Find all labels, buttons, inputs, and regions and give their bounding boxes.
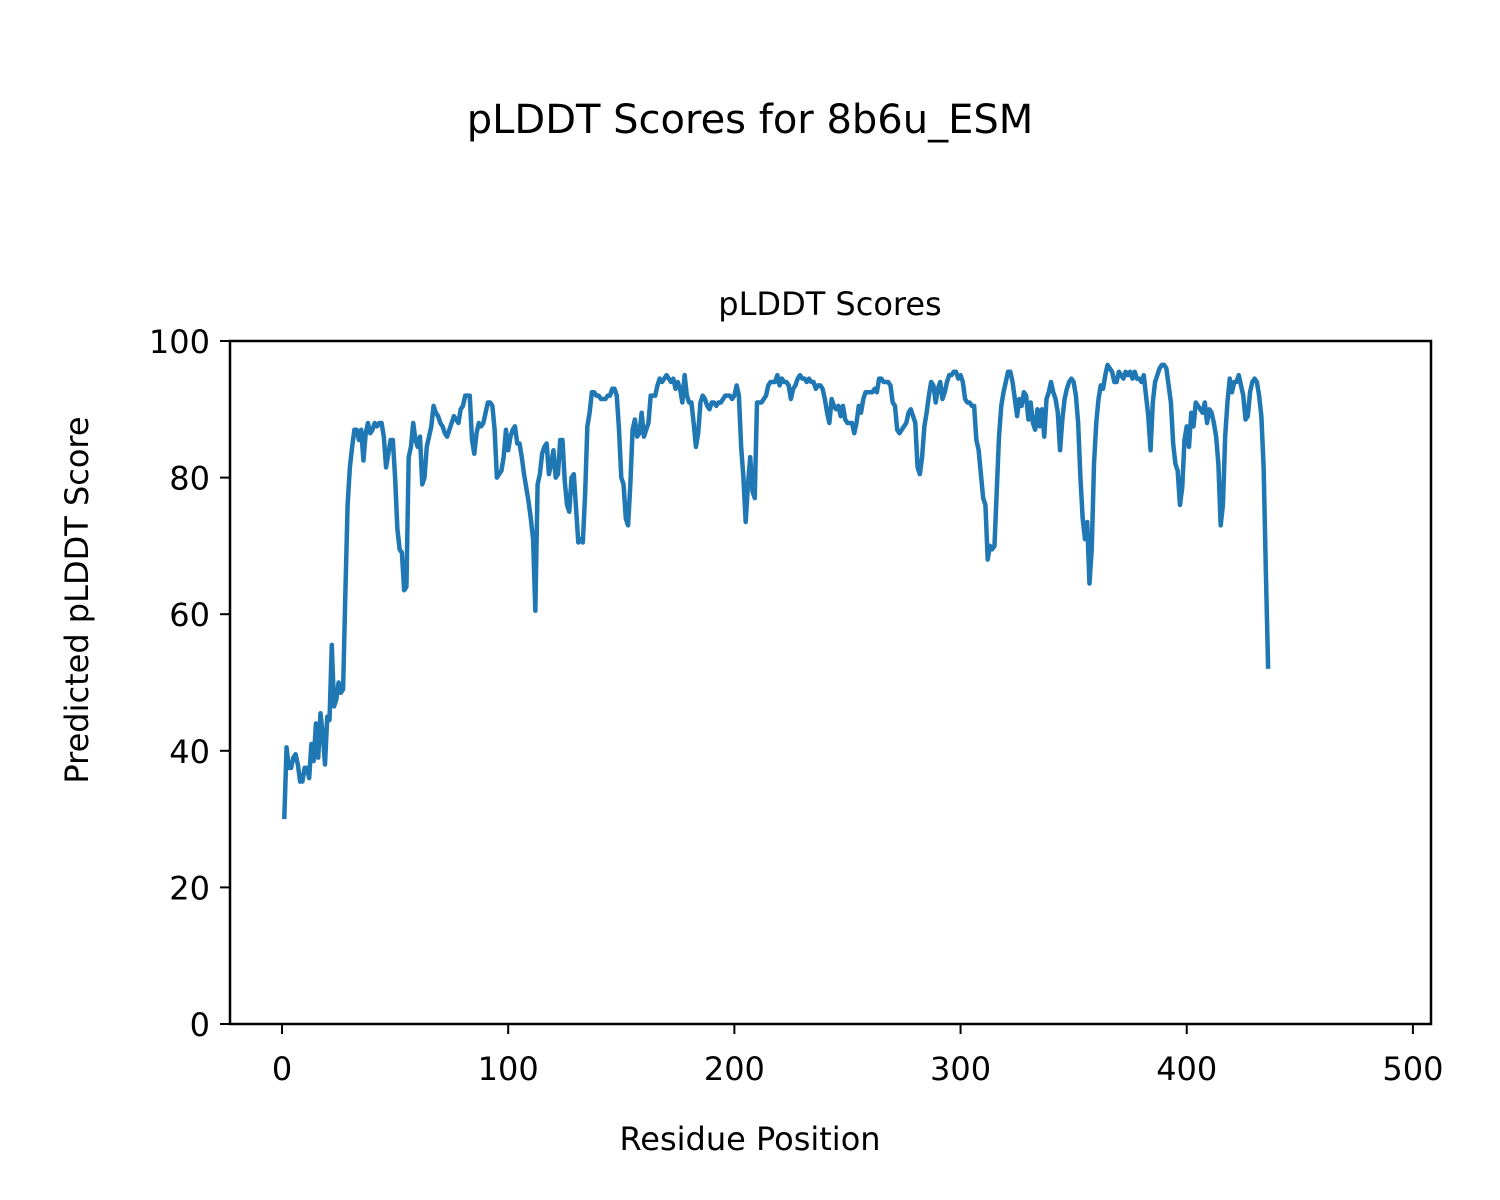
x-tick-label: 200 (704, 1050, 765, 1088)
y-tick-label: 40 (169, 733, 210, 771)
axes-title: pLDDT Scores (718, 285, 941, 323)
x-tick-label: 500 (1382, 1050, 1443, 1088)
axes-frame (228, 339, 1433, 1026)
plot-area (282, 362, 1271, 820)
x-tick-label: 300 (930, 1050, 991, 1088)
x-tick-label: 0 (272, 1050, 292, 1088)
y-tick-label: 80 (169, 460, 210, 498)
y-axis-label: Predicted pLDDT Score (58, 416, 96, 783)
y-axis: 0 20 40 60 80 100 (149, 323, 230, 1044)
y-tick-label: 20 (169, 869, 210, 907)
x-tick-label: 100 (478, 1050, 539, 1088)
y-tick-label: 60 (169, 596, 210, 634)
figure-suptitle: pLDDT Scores for 8b6u_ESM (467, 97, 1034, 143)
x-axis-label: Residue Position (619, 1120, 880, 1158)
series-line-0 (282, 362, 1271, 820)
y-tick-label: 100 (149, 323, 210, 361)
x-tick-label: 400 (1156, 1050, 1217, 1088)
x-axis: 0 100 200 300 400 500 (272, 1024, 1443, 1088)
y-tick-label: 0 (190, 1006, 210, 1044)
